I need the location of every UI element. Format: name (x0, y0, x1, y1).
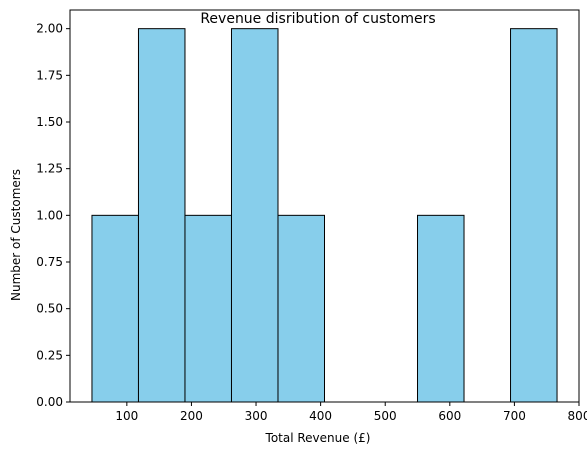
y-tick-label-7: 1.75 (36, 68, 63, 82)
x-tick-label-2: 300 (245, 409, 268, 423)
bars-group (91, 28, 558, 403)
x-tick-label-3: 400 (309, 409, 332, 423)
chart-title: Revenue disribution of customers (200, 11, 435, 27)
y-tick-label-5: 1.25 (36, 162, 63, 176)
histogram-bar-4 (277, 214, 325, 403)
x-tick-label-7: 800 (568, 409, 587, 423)
histogram-bar-7 (417, 214, 465, 403)
plot-frame (69, 9, 580, 403)
x-axis: 100 200 300 400 500 600 700 800 (115, 402, 587, 423)
histogram-bar-3 (230, 28, 279, 403)
x-tick-label-0: 100 (115, 409, 138, 423)
y-axis: 0.00 0.25 0.50 0.75 1.00 1.25 1.50 1.75 2.00 (36, 22, 70, 409)
histogram-bar-9 (510, 28, 558, 403)
y-axis-label: Number of Customers (9, 169, 23, 301)
x-tick-label-5: 600 (438, 409, 461, 423)
x-tick-label-6: 700 (503, 409, 526, 423)
histogram-bar-1 (137, 28, 186, 403)
y-tick-label-3: 0.75 (36, 255, 63, 269)
histogram-bar-2 (184, 214, 232, 403)
x-axis-label: Total Revenue (£) (265, 431, 371, 445)
y-tick-label-4: 1.00 (36, 208, 63, 222)
y-tick-label-0: 0.00 (36, 395, 63, 409)
y-tick-label-8: 2.00 (36, 22, 63, 36)
histogram-bar-0 (91, 214, 139, 403)
x-tick-label-1: 200 (180, 409, 203, 423)
y-tick-label-1: 0.25 (36, 348, 63, 362)
x-tick-label-4: 500 (374, 409, 397, 423)
y-tick-label-2: 0.50 (36, 302, 63, 316)
y-tick-label-6: 1.50 (36, 115, 63, 129)
